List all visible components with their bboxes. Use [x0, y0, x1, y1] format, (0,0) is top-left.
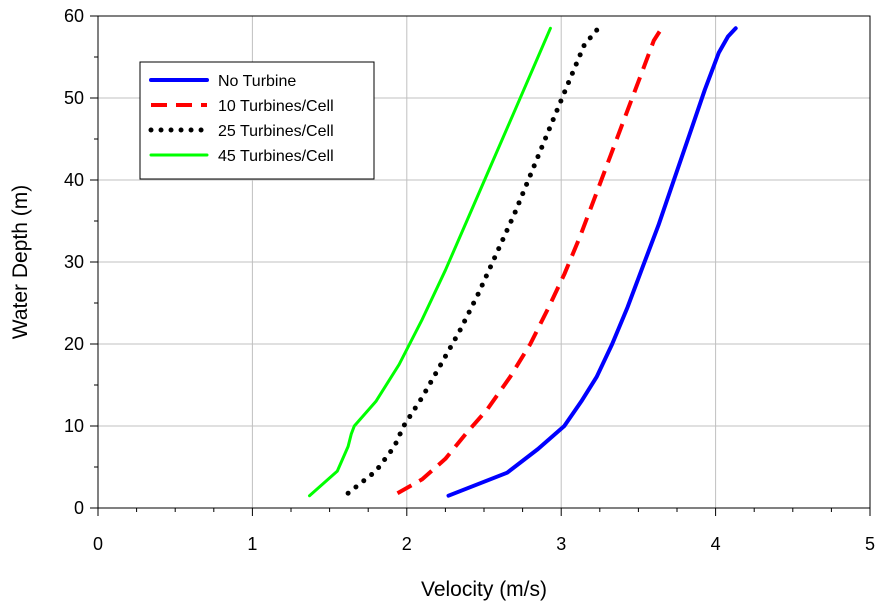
- y-tick-label: 40: [64, 170, 84, 190]
- x-axis-title: Velocity (m/s): [421, 578, 547, 601]
- y-tick-label: 20: [64, 334, 84, 354]
- series-line-2: [396, 27, 664, 495]
- y-tick-label: 50: [64, 88, 84, 108]
- series-lines: [308, 25, 738, 498]
- legend: No Turbine 10 Turbines/Cell 25 Turbines/Ce…: [139, 61, 375, 180]
- legend-label-4: 45 Turbines/Cell: [218, 148, 334, 165]
- grid-lines: [98, 16, 870, 508]
- x-tick-label: 3: [556, 534, 566, 554]
- y-tick-label: 10: [64, 416, 84, 436]
- y-tick-label: 30: [64, 252, 84, 272]
- axis-ticks: [90, 15, 871, 516]
- series-line-3: [345, 25, 601, 496]
- x-tick-label: 0: [93, 534, 103, 554]
- legend-label-2: 10 Turbines/Cell: [218, 98, 334, 115]
- y-axis-title: Water Depth (m): [9, 185, 32, 339]
- legend-label-3: 25 Turbines/Cell: [218, 123, 334, 140]
- series-line-1: [446, 26, 738, 498]
- x-tick-label: 1: [247, 534, 257, 554]
- x-tick-label: 2: [402, 534, 412, 554]
- y-tick-label: 0: [74, 498, 84, 518]
- legend-label-1: No Turbine: [218, 73, 296, 90]
- x-tick-label: 4: [711, 534, 721, 554]
- series-line-4: [308, 26, 552, 498]
- legend-items: No Turbine 10 Turbines/Cell 25 Turbines/Ce…: [148, 73, 334, 165]
- y-tick-label: 60: [64, 6, 84, 26]
- x-tick-label: 5: [865, 534, 875, 554]
